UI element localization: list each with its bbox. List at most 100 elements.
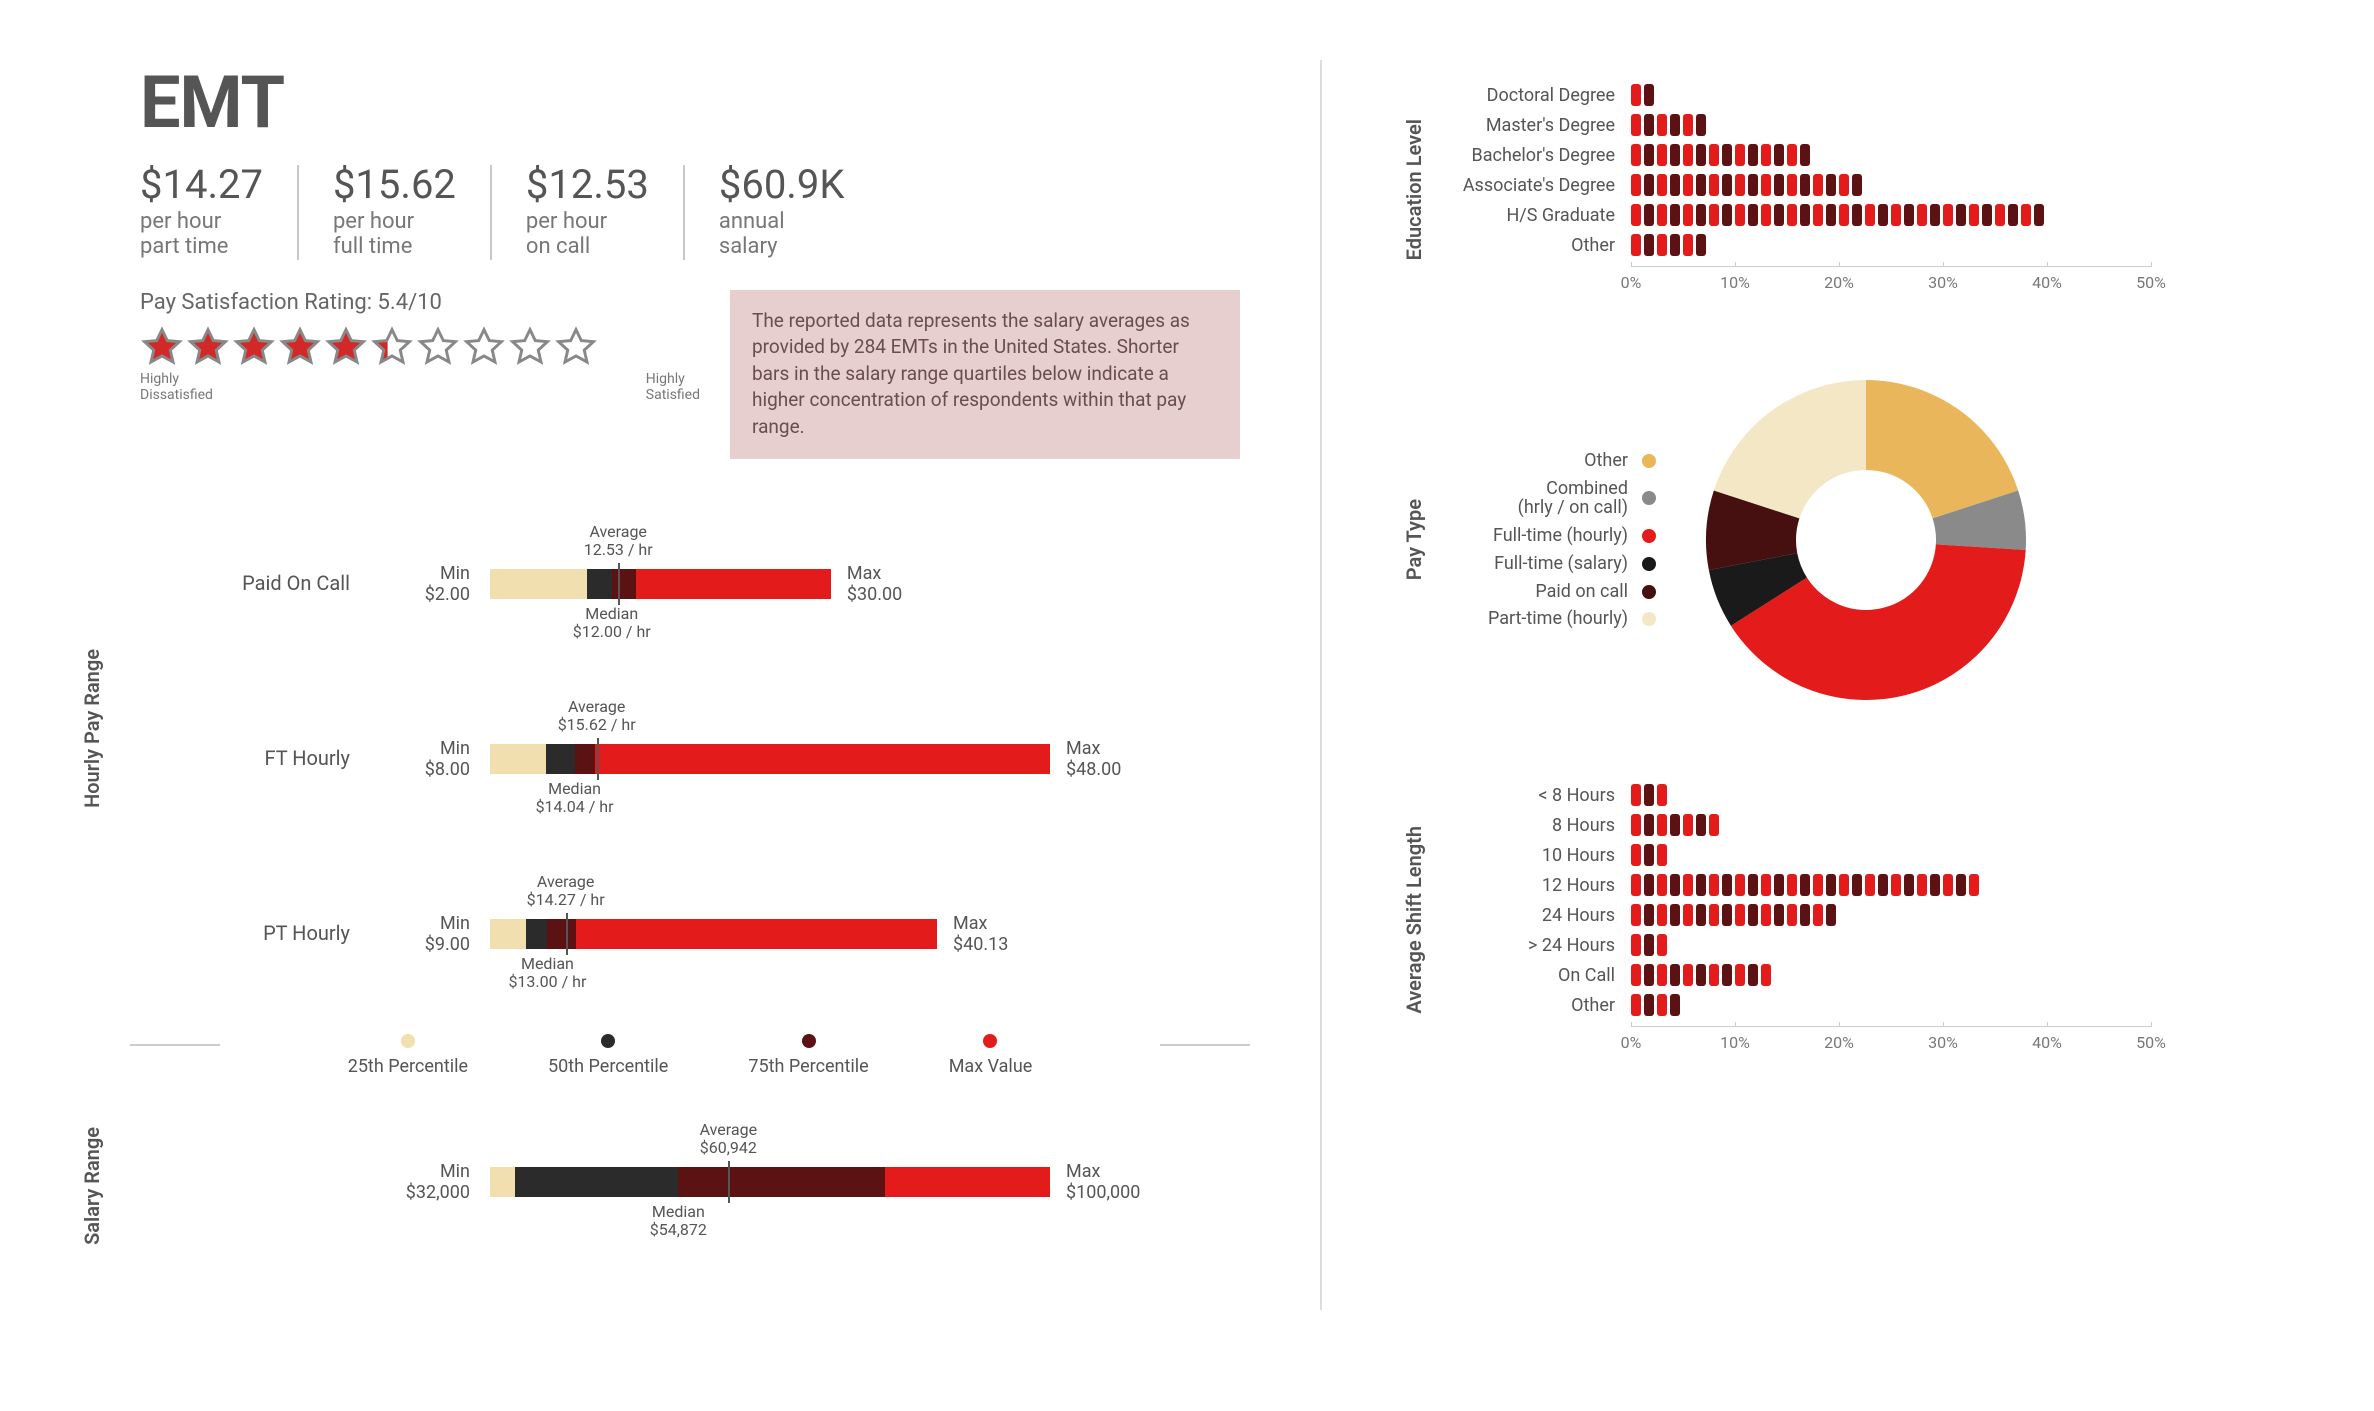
pill-row: Associate's Degree [1446,170,2294,200]
axis-tick: 40% [2032,1033,2062,1052]
pill-track [1631,204,2294,226]
pill [2034,204,2044,226]
range-segment [490,569,587,599]
pill-row: < 8 Hours [1446,780,2294,810]
pill [1800,204,1810,226]
pill [1631,234,1641,256]
axis-tick: 30% [1928,1033,1958,1052]
pill [1774,904,1784,926]
axis-tick: 20% [1824,1033,1854,1052]
pill [1917,204,1927,226]
range-bar [490,919,937,949]
pill [1644,234,1654,256]
pill-row: Master's Degree [1446,110,2294,140]
pill [1683,814,1693,836]
column-divider [1320,60,1322,1310]
percentile-item: Max Value [949,1034,1033,1077]
range-segment [547,919,576,949]
pill [1761,904,1771,926]
pill [1631,994,1641,1016]
pill [1774,874,1784,896]
range-max: Max$100,000 [1066,1161,1140,1203]
pill [1865,204,1875,226]
pill [1683,174,1693,196]
pill [1683,144,1693,166]
pill-row: On Call [1446,960,2294,990]
percentile-dot [401,1034,415,1048]
hourly-range-section: Hourly Pay Range Paid On Call Min$2.00 A… [140,499,1240,1024]
pill-row: Doctoral Degree [1446,80,2294,110]
pill-track [1631,784,2294,806]
pill [1683,204,1693,226]
pill-row: > 24 Hours [1446,930,2294,960]
pill [1748,174,1758,196]
pill [1748,144,1758,166]
avg-annot: Average$14.27 / hr [516,873,616,910]
range-min: Min$32,000 [400,1161,470,1203]
pill [1683,874,1693,896]
pill [2021,204,2031,226]
pill-track [1631,934,2294,956]
pill [1644,174,1654,196]
pill-row: 12 Hours [1446,870,2294,900]
pill [1748,964,1758,986]
donut-legend: OtherCombined(hrly / on call)Full-time (… [1446,443,1656,638]
range-segment [490,919,526,949]
pill [1774,144,1784,166]
star-icon [370,325,414,369]
pill-category: On Call [1446,965,1631,986]
pill [1722,964,1732,986]
pay-amount: $60.9K [719,165,845,205]
paytype-section: Pay Type OtherCombined(hrly / on call)Fu… [1402,360,2294,720]
star-icon [416,325,460,369]
avg-tick [597,738,599,780]
pill [1735,144,1745,166]
pill [1930,204,1940,226]
pill [1631,904,1641,926]
pill [1826,904,1836,926]
pill [1709,144,1719,166]
pill [1644,204,1654,226]
pill [1956,204,1966,226]
pill [1631,84,1641,106]
satisfaction-block: Pay Satisfaction Rating: 5.4/10 [140,290,700,403]
pill-row: 24 Hours [1446,900,2294,930]
pill-track [1631,964,2294,986]
pill-track [1631,994,2294,1016]
legend-dot [1642,454,1656,468]
pill [1813,174,1823,196]
range-segment [575,744,595,774]
pill [1644,874,1654,896]
pill [1644,994,1654,1016]
star-captions: HighlyDissatisfied HighlySatisfied [140,371,700,403]
pill-category: Doctoral Degree [1446,85,1631,106]
pill [1826,874,1836,896]
range-segment [678,1167,885,1197]
pill [1787,144,1797,166]
range-row: PT Hourly Min$9.00 Average$14.27 / hr Me… [140,849,1240,1024]
pill [1657,904,1667,926]
pill-track [1631,84,2294,106]
pill [1670,874,1680,896]
pill [1839,174,1849,196]
pill [1904,204,1914,226]
avg-tick [618,563,620,605]
pill [1813,904,1823,926]
range-segment [546,744,575,774]
pay-stat-3: $60.9K annualsalary [683,165,879,260]
hourly-section-label: Hourly Pay Range [80,649,104,808]
pill [1644,934,1654,956]
pill [1631,114,1641,136]
pill-category: 12 Hours [1446,875,1631,896]
pill-track [1631,174,2294,196]
pill [1683,114,1693,136]
pill [1774,204,1784,226]
star-icon [186,325,230,369]
education-title: Education Level [1402,119,1426,260]
paytype-body: OtherCombined(hrly / on call)Full-time (… [1446,360,2294,720]
range-segment [526,919,548,949]
shift-title: Average Shift Length [1402,826,1426,1014]
axis-tick: 30% [1928,273,1958,292]
pill-track [1631,874,2294,896]
pill [1969,204,1979,226]
